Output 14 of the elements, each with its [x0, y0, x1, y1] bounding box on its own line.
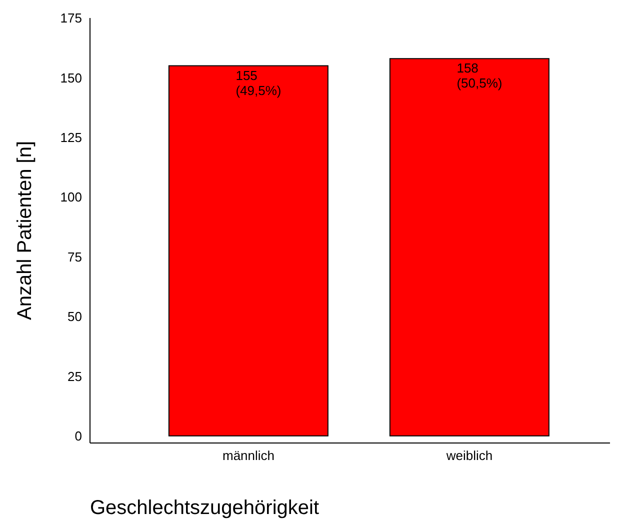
y-tick-label: 75: [68, 249, 82, 264]
y-tick-label: 25: [68, 368, 82, 384]
y-tick-label: 50: [68, 309, 82, 324]
y-tick-label: 150: [60, 70, 82, 86]
x-tick-label: weiblich: [445, 448, 493, 464]
x-tick-label: männlich: [222, 448, 275, 464]
data-label: 155 (49,5%): [236, 68, 282, 98]
data-label: 158 (50,5%): [456, 60, 502, 91]
y-tick-label: 0: [74, 428, 82, 444]
y-tick-label: 125: [60, 130, 82, 145]
y-tick-label: 175: [60, 10, 82, 26]
y-tick-label: 100: [60, 190, 82, 205]
y-axis-title: Anzahl Patienten [n]: [14, 140, 36, 320]
x-axis-title: Geschlechtszugehörigkeit: [90, 497, 320, 520]
